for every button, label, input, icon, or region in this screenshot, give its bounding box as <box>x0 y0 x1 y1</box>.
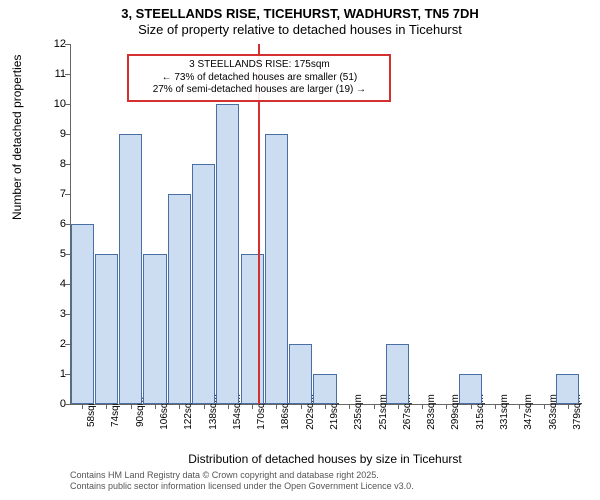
histogram-bar <box>143 254 166 404</box>
ytick-mark <box>65 254 70 255</box>
xtick-mark <box>568 404 569 409</box>
ytick-mark <box>65 194 70 195</box>
xtick-mark <box>446 404 447 409</box>
ytick-mark <box>65 344 70 345</box>
xtick-mark <box>398 404 399 409</box>
histogram-bar <box>119 134 142 404</box>
annotation-box: 3 STEELLANDS RISE: 175sqm ← 73% of detac… <box>127 54 391 102</box>
attribution-line2: Contains public sector information licen… <box>70 481 414 492</box>
xtick-mark <box>325 404 326 409</box>
xtick-mark <box>106 404 107 409</box>
xtick-mark <box>471 404 472 409</box>
xtick-mark <box>349 404 350 409</box>
y-axis-label: Number of detached properties <box>10 55 24 220</box>
xtick-mark <box>495 404 496 409</box>
ytick-mark <box>65 314 70 315</box>
xtick-mark <box>422 404 423 409</box>
chart-title-line1: 3, STEELLANDS RISE, TICEHURST, WADHURST,… <box>0 6 600 21</box>
histogram-bar <box>168 194 191 404</box>
histogram-bar <box>556 374 579 404</box>
histogram-bar <box>216 104 239 404</box>
xtick-mark <box>301 404 302 409</box>
ytick-mark <box>65 44 70 45</box>
ytick-mark <box>65 404 70 405</box>
xtick-label: 283sqm <box>426 394 437 430</box>
xtick-label: 235sqm <box>353 394 364 430</box>
ytick-mark <box>65 164 70 165</box>
chart-title-line2: Size of property relative to detached ho… <box>0 22 600 37</box>
histogram-bar <box>386 344 409 404</box>
xtick-mark <box>519 404 520 409</box>
ytick-mark <box>65 374 70 375</box>
histogram-bar <box>289 344 312 404</box>
annotation-line2: ← 73% of detached houses are smaller (51… <box>135 72 383 85</box>
histogram-bar <box>313 374 336 404</box>
histogram-bar <box>459 374 482 404</box>
ytick-mark <box>65 284 70 285</box>
histogram-bar <box>265 134 288 404</box>
histogram-bar <box>71 224 94 404</box>
xtick-mark <box>544 404 545 409</box>
ytick-mark <box>65 74 70 75</box>
histogram-bar <box>95 254 118 404</box>
attribution-text: Contains HM Land Registry data © Crown c… <box>70 470 414 492</box>
xtick-mark <box>228 404 229 409</box>
histogram-bar <box>192 164 215 404</box>
annotation-line1: 3 STEELLANDS RISE: 175sqm <box>135 59 383 72</box>
xtick-label: 347sqm <box>523 394 534 430</box>
attribution-line1: Contains HM Land Registry data © Crown c… <box>70 470 414 481</box>
xtick-mark <box>374 404 375 409</box>
ytick-mark <box>65 134 70 135</box>
xtick-mark <box>179 404 180 409</box>
chart-container: 3, STEELLANDS RISE, TICEHURST, WADHURST,… <box>0 0 600 500</box>
xtick-mark <box>204 404 205 409</box>
xtick-label: 331sqm <box>499 394 510 430</box>
ytick-mark <box>65 224 70 225</box>
annotation-line3: 27% of semi-detached houses are larger (… <box>135 84 383 97</box>
xtick-mark <box>82 404 83 409</box>
xtick-mark <box>131 404 132 409</box>
x-axis-label: Distribution of detached houses by size … <box>70 452 580 466</box>
xtick-mark <box>155 404 156 409</box>
ytick-mark <box>65 104 70 105</box>
xtick-mark <box>252 404 253 409</box>
xtick-mark <box>276 404 277 409</box>
